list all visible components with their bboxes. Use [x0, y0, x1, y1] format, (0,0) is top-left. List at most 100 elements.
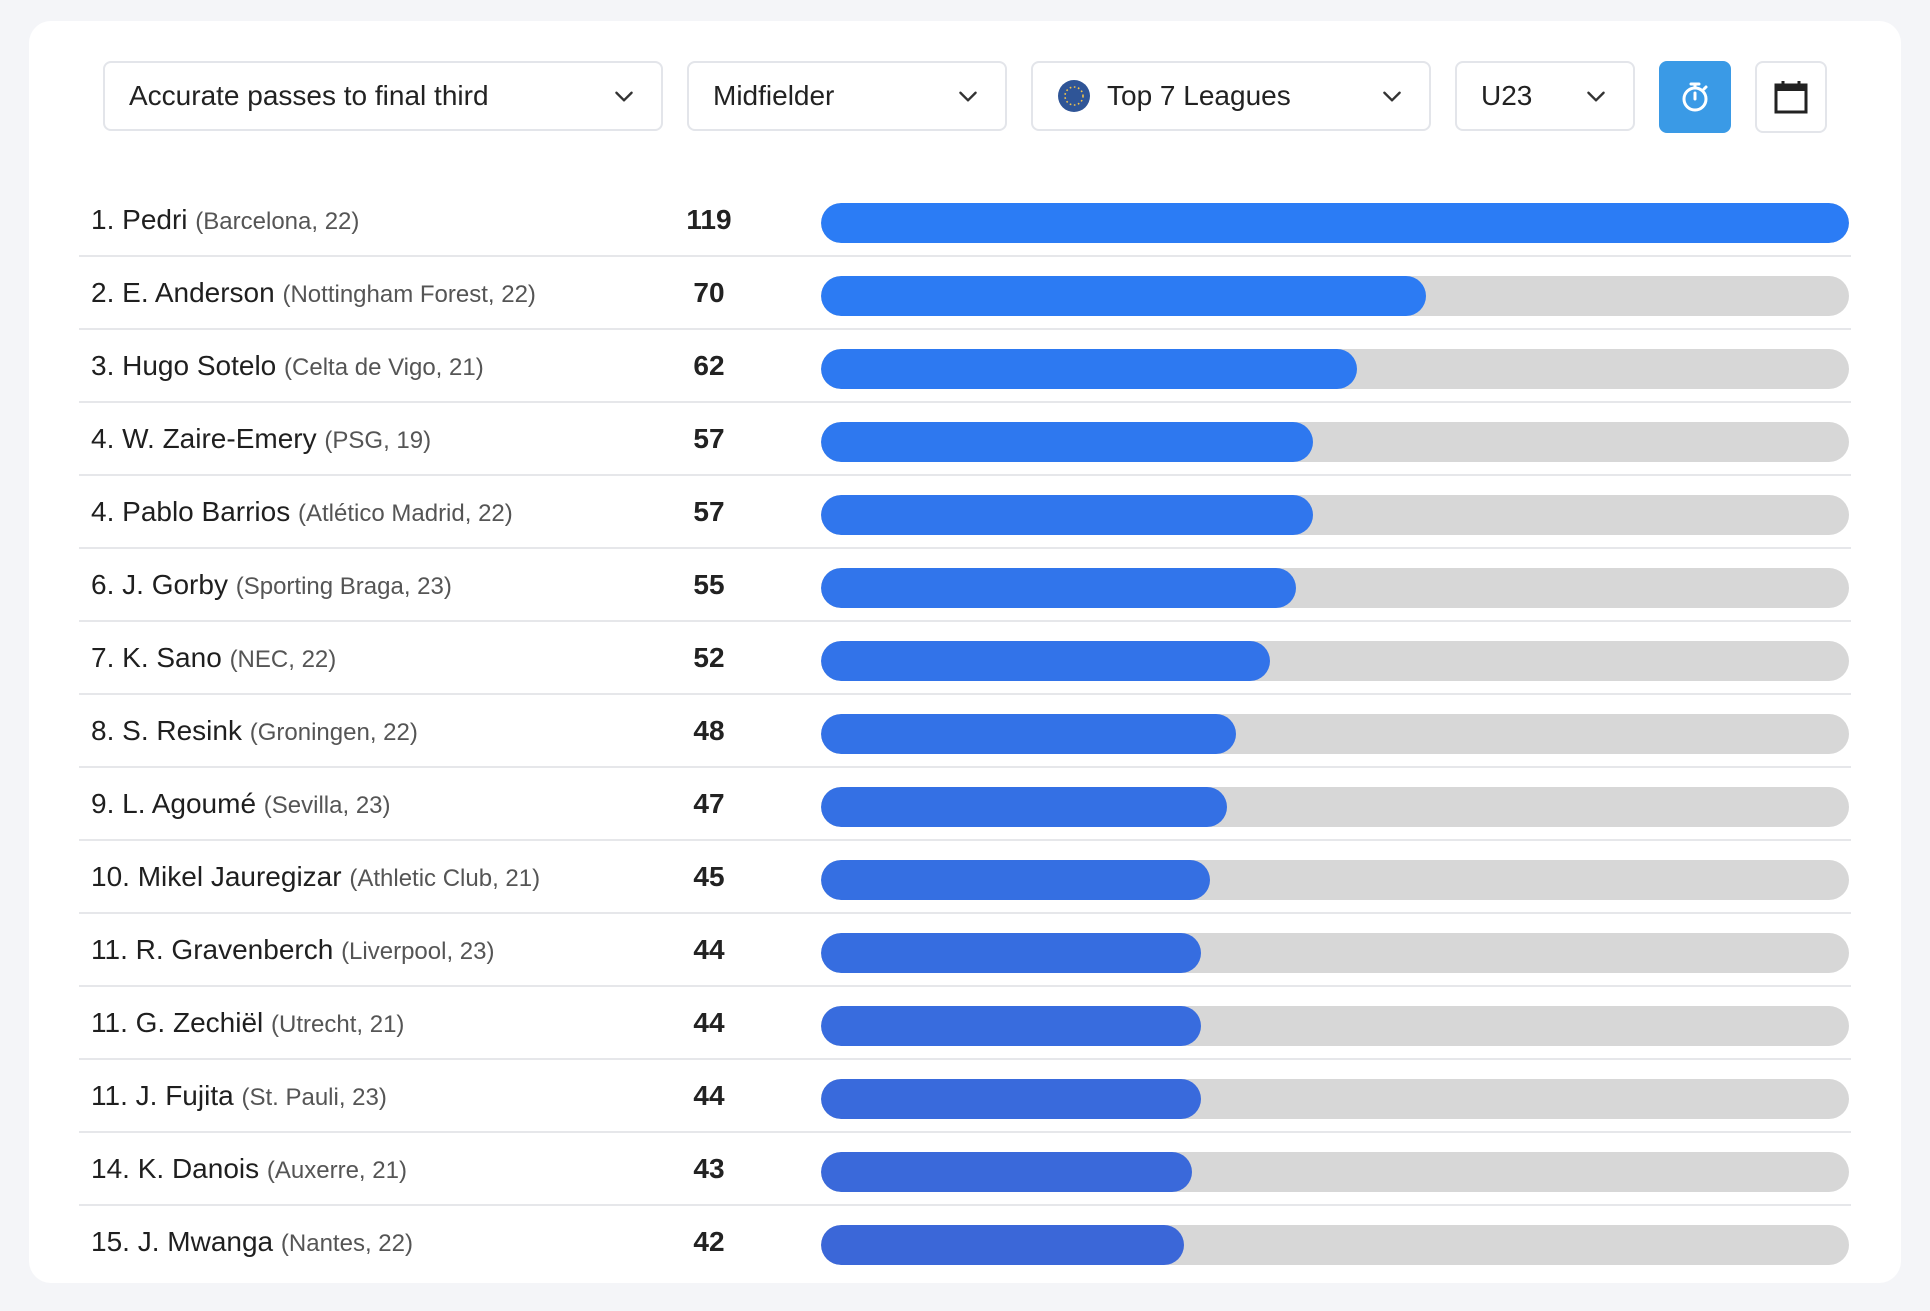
- age-dropdown[interactable]: U23: [1455, 61, 1635, 131]
- bar: [821, 714, 1236, 754]
- player-label: 6. J. Gorby (Sporting Braga, 23): [91, 549, 452, 620]
- player-label: 11. J. Fujita (St. Pauli, 23): [91, 1060, 387, 1131]
- bar-track: [821, 568, 1849, 608]
- bar-track: [821, 1006, 1849, 1046]
- bar: [821, 1006, 1201, 1046]
- table-row[interactable]: 11. R. Gravenberch (Liverpool, 23) 44: [79, 914, 1851, 987]
- filter-toolbar: Accurate passes to final third Midfielde…: [103, 61, 1827, 133]
- player-label: 2. E. Anderson (Nottingham Forest, 22): [91, 257, 536, 328]
- bar-track: [821, 1152, 1849, 1192]
- table-row[interactable]: 3. Hugo Sotelo (Celta de Vigo, 21) 62: [79, 330, 1851, 403]
- metric-dropdown[interactable]: Accurate passes to final third: [103, 61, 663, 131]
- player-label: 11. R. Gravenberch (Liverpool, 23): [91, 914, 494, 985]
- player-club-age: (Liverpool, 23): [341, 938, 495, 965]
- player-club-age: (Athletic Club, 21): [349, 865, 541, 892]
- player-rank: 15.: [91, 1226, 130, 1257]
- player-name: W. Zaire-Emery: [122, 423, 317, 454]
- player-club-age: (Nottingham Forest, 22): [282, 281, 536, 308]
- globe-icon: [1058, 80, 1090, 112]
- bar: [821, 568, 1296, 608]
- table-row[interactable]: 10. Mikel Jauregizar (Athletic Club, 21)…: [79, 841, 1851, 914]
- player-club-age: (Utrecht, 21): [271, 1011, 405, 1038]
- bar-value-label: 57: [693, 496, 725, 527]
- bar-value-label: 44: [693, 1080, 725, 1111]
- table-row[interactable]: 11. J. Fujita (St. Pauli, 23) 44: [79, 1060, 1851, 1133]
- bar-value-label: 55: [693, 569, 725, 600]
- bar-value-label: 57: [693, 423, 725, 454]
- competition-dropdown-label: Top 7 Leagues: [1107, 80, 1291, 111]
- bar-value-label: 62: [693, 350, 725, 381]
- player-name: K. Danois: [137, 1153, 260, 1184]
- table-row[interactable]: 7. K. Sano (NEC, 22) 52: [79, 622, 1851, 695]
- chevron-down-icon: [959, 91, 977, 102]
- table-row[interactable]: 14. K. Danois (Auxerre, 21) 43: [79, 1133, 1851, 1206]
- player-name: G. Zechiël: [135, 1007, 264, 1038]
- table-row[interactable]: 8. S. Resink (Groningen, 22) 48: [79, 695, 1851, 768]
- bar-track: [821, 1225, 1849, 1265]
- player-rank: 9.: [91, 788, 115, 819]
- metric-dropdown-label: Accurate passes to final third: [129, 80, 489, 111]
- player-rank: 11.: [91, 1080, 128, 1111]
- bar: [821, 1152, 1192, 1192]
- player-rank: 3.: [91, 350, 115, 381]
- player-club-age: (Nantes, 22): [280, 1230, 413, 1257]
- bar-track: [821, 495, 1849, 535]
- bar: [821, 349, 1357, 389]
- player-rank: 10.: [91, 861, 130, 892]
- bar: [821, 933, 1201, 973]
- player-label: 9. L. Agoumé (Sevilla, 23): [91, 768, 391, 839]
- player-label: 15. J. Mwanga (Nantes, 22): [91, 1206, 413, 1277]
- bar: [821, 203, 1849, 243]
- player-name: J. Gorby: [122, 569, 228, 600]
- table-row[interactable]: 2. E. Anderson (Nottingham Forest, 22) 70: [79, 257, 1851, 330]
- table-row[interactable]: 9. L. Agoumé (Sevilla, 23) 47: [79, 768, 1851, 841]
- table-row[interactable]: 15. J. Mwanga (Nantes, 22) 42: [79, 1206, 1851, 1277]
- player-label: 14. K. Danois (Auxerre, 21): [91, 1133, 407, 1204]
- player-name: Mikel Jauregizar: [137, 861, 342, 892]
- table-row[interactable]: 4. Pablo Barrios (Atlético Madrid, 22) 57: [79, 476, 1851, 549]
- player-name: Hugo Sotelo: [122, 350, 277, 381]
- player-label: 11. G. Zechiël (Utrecht, 21): [91, 987, 404, 1058]
- bar-track: [821, 276, 1849, 316]
- table-row[interactable]: 1. Pedri (Barcelona, 22) 119: [79, 184, 1851, 257]
- player-club-age: (Auxerre, 21): [266, 1157, 407, 1184]
- bar: [821, 422, 1313, 462]
- competition-dropdown[interactable]: Top 7 Leagues: [1031, 61, 1431, 131]
- player-name: J. Mwanga: [137, 1226, 274, 1257]
- player-rank: 11.: [91, 1007, 128, 1038]
- player-label: 4. W. Zaire-Emery (PSG, 19): [91, 403, 431, 474]
- player-rank: 7.: [91, 642, 115, 673]
- bar: [821, 787, 1227, 827]
- bar-value-label: 44: [693, 1007, 725, 1038]
- table-row[interactable]: 6. J. Gorby (Sporting Braga, 23) 55: [79, 549, 1851, 622]
- timer-button[interactable]: [1659, 61, 1731, 133]
- player-rank: 4.: [91, 496, 115, 527]
- bar-track: [821, 933, 1849, 973]
- bar-track: [821, 641, 1849, 681]
- player-club-age: (Barcelona, 22): [195, 208, 360, 235]
- calendar-button[interactable]: [1755, 61, 1827, 133]
- leaderboard-list: 1. Pedri (Barcelona, 22) 119 2. E. Anderso…: [79, 184, 1851, 1277]
- bar-track: [821, 203, 1849, 243]
- player-club-age: (Sporting Braga, 23): [235, 573, 452, 600]
- bar-track: [821, 714, 1849, 754]
- table-row[interactable]: 11. G. Zechiël (Utrecht, 21) 44: [79, 987, 1851, 1060]
- player-label: 8. S. Resink (Groningen, 22): [91, 695, 418, 766]
- bar: [821, 860, 1210, 900]
- player-label: 7. K. Sano (NEC, 22): [91, 622, 336, 693]
- calendar-icon: [1774, 81, 1808, 114]
- player-name: L. Agoumé: [122, 788, 257, 819]
- player-label: 4. Pablo Barrios (Atlético Madrid, 22): [91, 476, 513, 547]
- position-dropdown[interactable]: Midfielder: [687, 61, 1007, 131]
- bar-value-label: 47: [693, 788, 725, 819]
- player-rank: 6.: [91, 569, 115, 600]
- player-club-age: (PSG, 19): [324, 427, 432, 454]
- table-row[interactable]: 4. W. Zaire-Emery (PSG, 19) 57: [79, 403, 1851, 476]
- chevron-down-icon: [1587, 91, 1605, 102]
- player-name: S. Resink: [122, 715, 242, 746]
- player-club-age: (Sevilla, 23): [263, 792, 391, 819]
- player-name: K. Sano: [122, 642, 222, 673]
- bar-track: [821, 422, 1849, 462]
- player-club-age: (St. Pauli, 23): [241, 1084, 387, 1111]
- bar-value-label: 70: [693, 277, 725, 308]
